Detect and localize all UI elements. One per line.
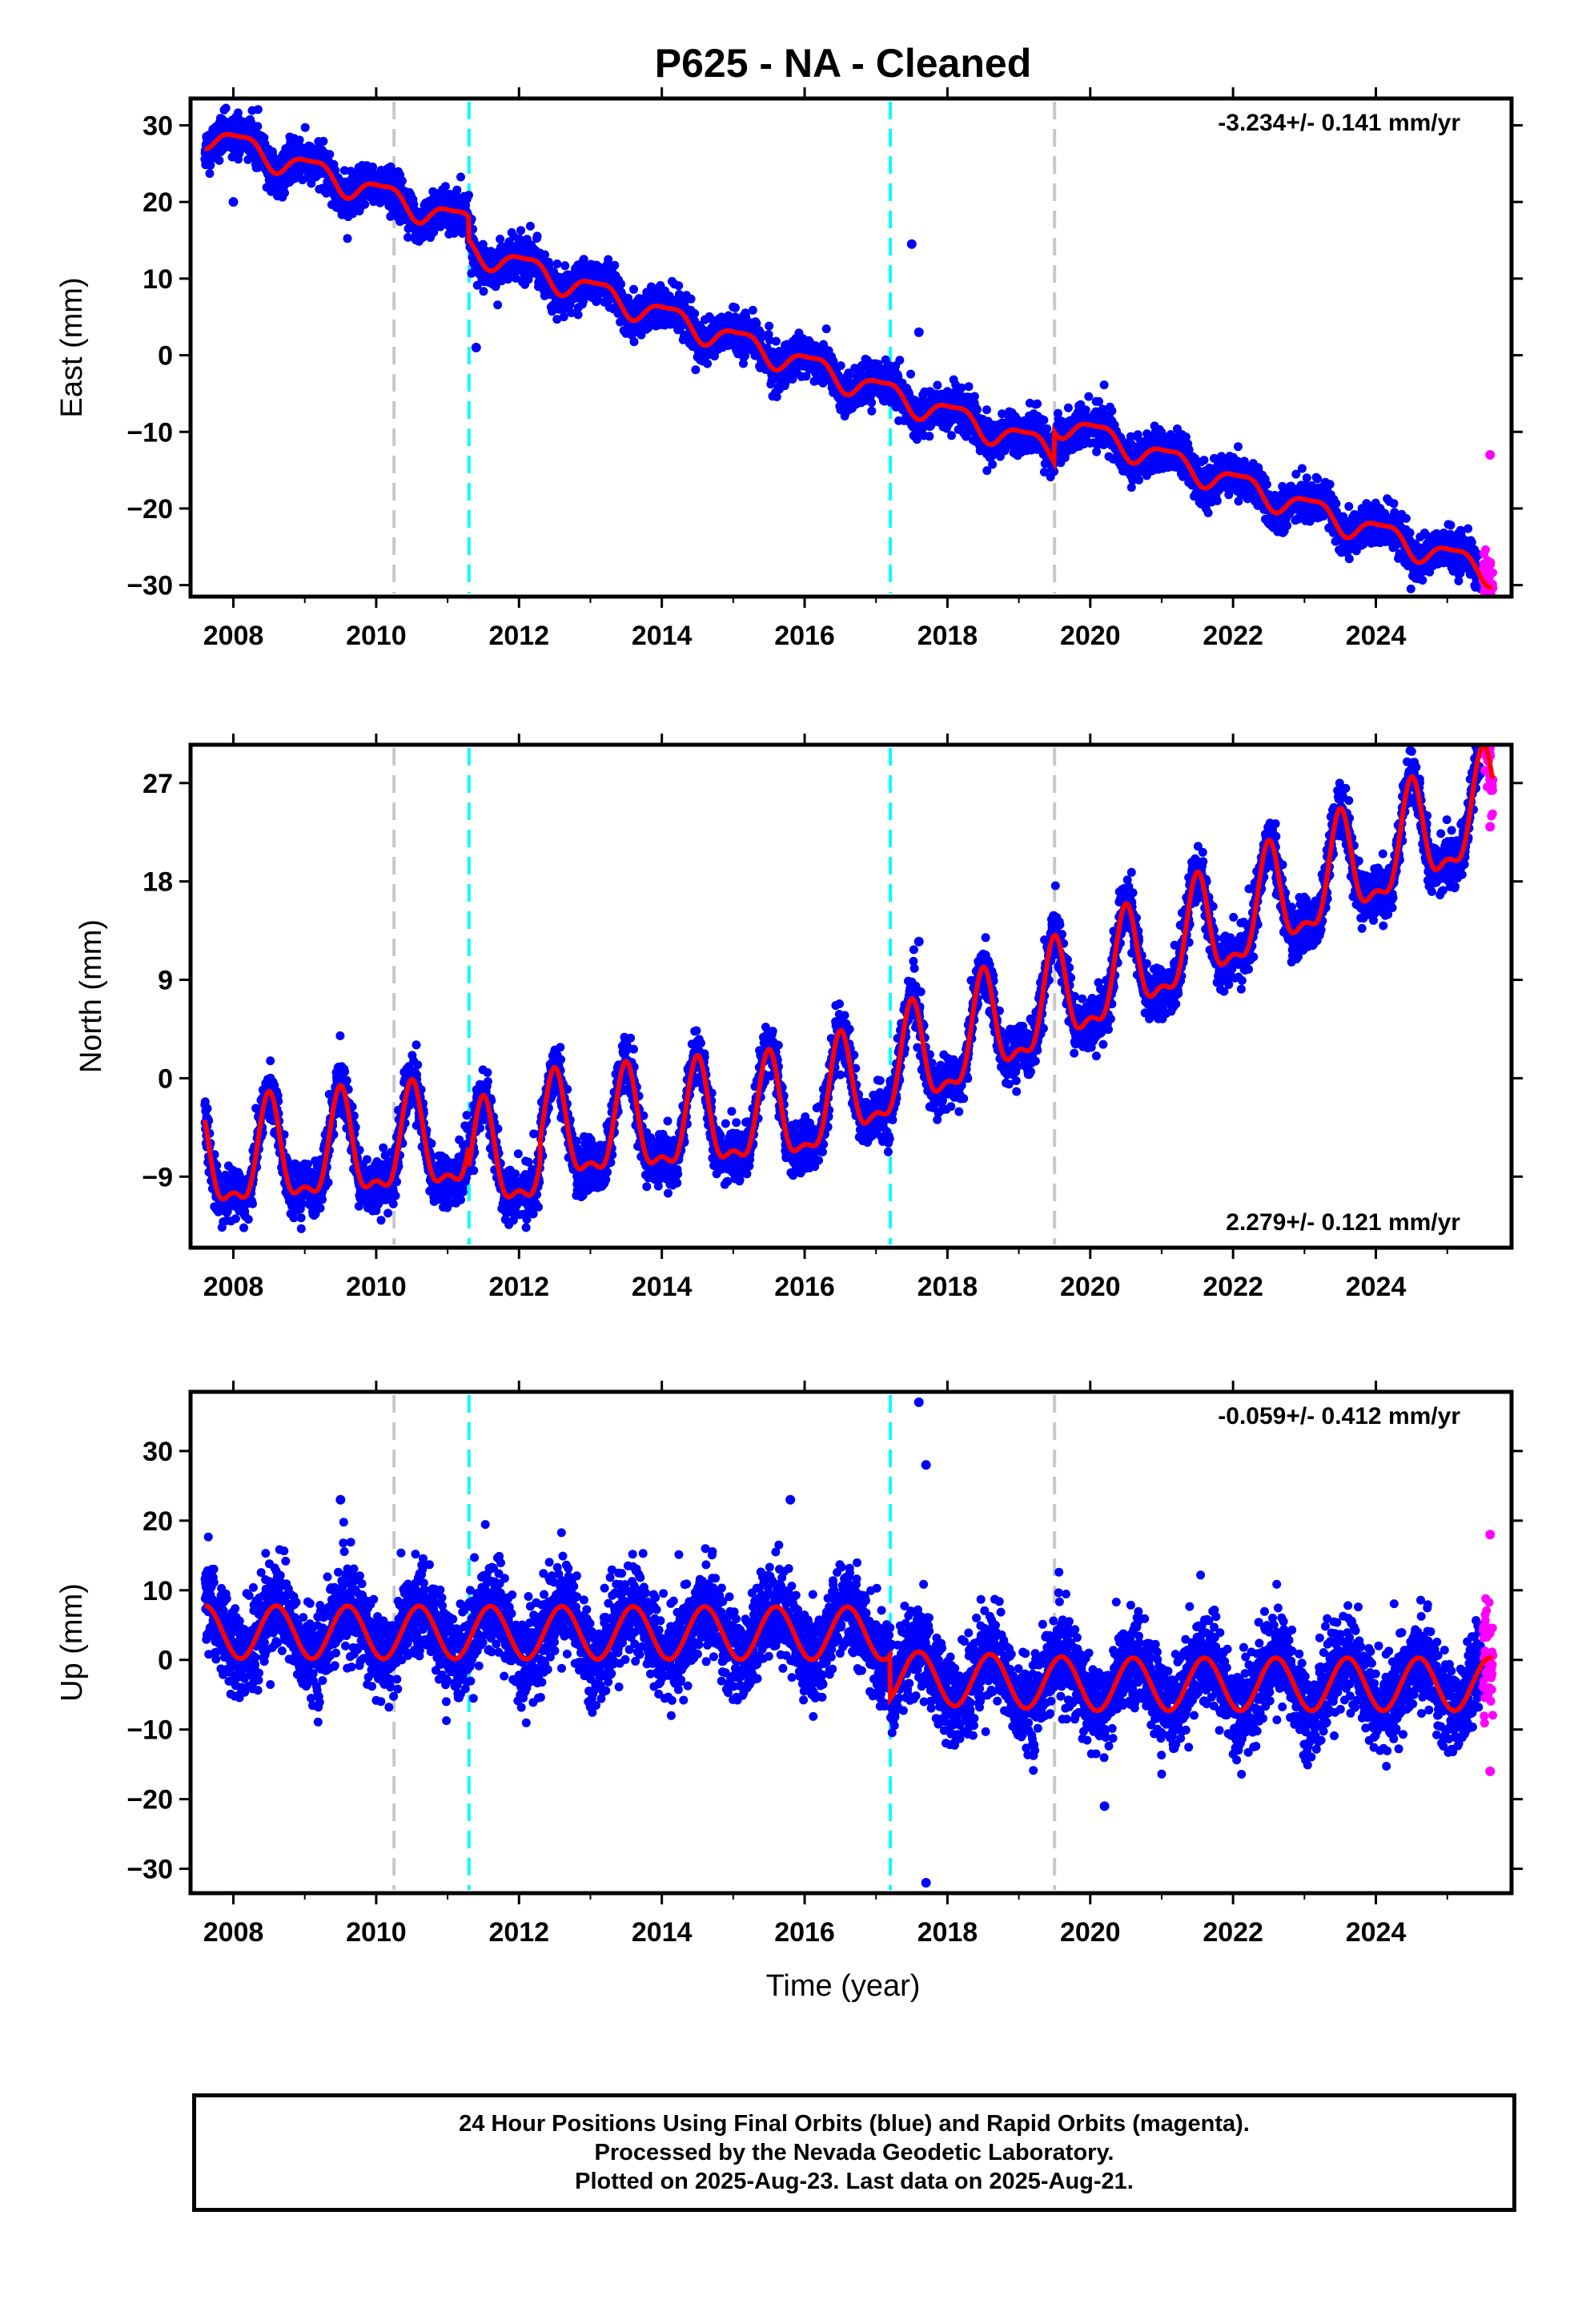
data-point xyxy=(964,382,974,392)
data-point xyxy=(493,300,503,310)
data-point xyxy=(456,172,465,182)
data-point xyxy=(540,250,549,259)
data-point xyxy=(1107,406,1117,416)
data-point xyxy=(368,163,377,171)
data-point xyxy=(559,312,568,322)
data-point xyxy=(731,303,740,312)
data-point xyxy=(1039,416,1049,425)
data-point xyxy=(973,404,982,414)
data-point xyxy=(748,305,757,315)
data-point xyxy=(844,371,853,380)
east-panel: 2008 2010 2012 2014 2016 2018 2020 2022 20243020… xyxy=(55,87,1523,651)
data-point xyxy=(206,160,215,170)
data-point xyxy=(215,155,224,165)
data-point xyxy=(867,406,877,416)
data-point xyxy=(610,260,620,270)
data-point xyxy=(404,232,412,242)
data-point xyxy=(343,234,352,243)
data-point xyxy=(771,336,781,346)
data-point xyxy=(686,294,696,304)
data-point xyxy=(1134,475,1144,485)
data-point xyxy=(988,460,998,469)
data-point xyxy=(836,361,845,371)
data-point xyxy=(772,392,781,401)
data-point xyxy=(253,105,263,115)
data-point xyxy=(1203,508,1213,517)
data-point xyxy=(452,185,462,195)
data-point xyxy=(479,287,488,296)
data-point xyxy=(397,176,407,186)
data-point xyxy=(895,356,905,365)
data-point xyxy=(690,309,700,318)
data-point xyxy=(674,281,684,291)
data-point xyxy=(496,235,505,243)
data-point xyxy=(1084,392,1094,401)
data-point xyxy=(325,150,335,159)
data-point xyxy=(947,431,956,440)
data-point xyxy=(552,259,562,268)
data-point xyxy=(821,324,831,334)
data-point xyxy=(440,182,450,191)
data-point xyxy=(532,231,542,241)
data-point xyxy=(691,365,701,375)
data-point xyxy=(307,179,316,188)
data-point xyxy=(933,380,942,390)
data-point xyxy=(300,123,310,132)
data-point xyxy=(221,103,231,113)
data-point xyxy=(1063,403,1073,412)
data-point xyxy=(629,337,639,347)
data-point xyxy=(982,405,991,415)
data-point xyxy=(765,321,774,331)
data-point xyxy=(1212,496,1222,505)
data-point xyxy=(348,209,358,219)
data-point xyxy=(703,359,713,368)
data-point xyxy=(906,369,915,379)
data-point xyxy=(629,284,638,294)
data-point xyxy=(1199,456,1209,465)
data-point xyxy=(464,191,473,200)
data-point xyxy=(867,398,877,408)
data-point xyxy=(552,315,562,324)
data-point xyxy=(331,166,340,175)
data-point xyxy=(295,135,304,145)
data-point xyxy=(472,280,482,290)
data-point xyxy=(1234,442,1243,452)
data-point xyxy=(1050,467,1059,476)
data-point xyxy=(253,122,263,131)
chart-title: P625 - NA - Cleaned xyxy=(655,41,1032,86)
data-point xyxy=(1099,380,1109,390)
data-point xyxy=(205,169,215,179)
data-point xyxy=(280,188,289,198)
data-point xyxy=(1033,399,1042,408)
data-point xyxy=(616,279,626,289)
data-point xyxy=(516,226,525,235)
data-point xyxy=(970,392,979,401)
data-point xyxy=(925,432,934,441)
data-point xyxy=(1094,396,1103,406)
data-point xyxy=(525,221,535,231)
data-point xyxy=(560,261,570,271)
data-point xyxy=(360,199,370,209)
data-point xyxy=(524,275,533,284)
data-point xyxy=(319,136,328,146)
